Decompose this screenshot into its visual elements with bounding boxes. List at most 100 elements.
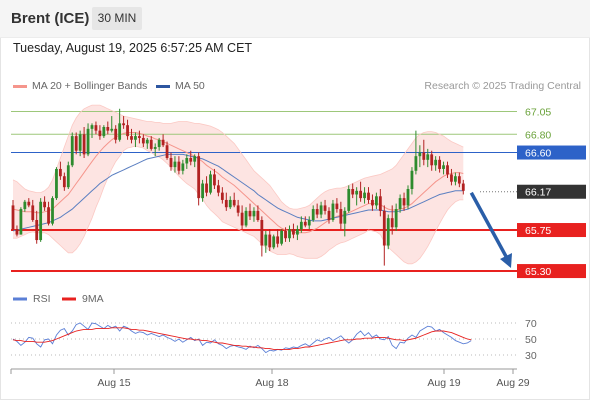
level-label-66.60: 66.60 [525, 148, 551, 160]
candle-body [378, 196, 382, 211]
candle-body [248, 210, 252, 217]
candle-body [165, 145, 169, 158]
candle-body [323, 205, 327, 211]
rsi-tick-label: 30 [525, 350, 537, 362]
rsi-tick-label: 70 [525, 318, 537, 330]
candle-body [382, 210, 386, 246]
candle-body [454, 176, 457, 182]
candle-body [244, 210, 248, 226]
legend-label-ma50: MA 50 [175, 80, 205, 92]
candle-body [98, 130, 102, 137]
candle-body [23, 201, 27, 210]
candle-body [185, 158, 189, 164]
candle-body [461, 183, 465, 191]
candle-body [315, 209, 319, 215]
candle-body [303, 221, 307, 226]
rsi-legend-swatch [13, 297, 27, 301]
candle-body [296, 229, 299, 235]
candle-body [15, 229, 19, 235]
candle-body [343, 210, 347, 224]
candle-body [19, 209, 23, 235]
level-tag-65.75 [517, 223, 586, 238]
credit-text: Research © 2025 Trading Central [424, 80, 581, 92]
candle-body [355, 190, 359, 195]
candle-body [47, 207, 50, 224]
candle-body [292, 229, 295, 235]
candle-body [118, 123, 122, 140]
candle-body [122, 123, 125, 126]
candle-body [90, 125, 94, 129]
x-tick-label: Aug 29 [496, 377, 529, 389]
candle-body [74, 136, 78, 151]
candle-body [66, 165, 70, 188]
candle-body [394, 209, 398, 228]
bollinger-band-area [13, 105, 464, 264]
candle-body [153, 147, 157, 149]
candle-body [209, 174, 212, 193]
x-tick-label: Aug 18 [255, 377, 288, 389]
candle-body [228, 199, 232, 208]
level-label-67.05: 67.05 [525, 107, 551, 119]
candle-body [426, 154, 430, 160]
candle-body [35, 220, 39, 241]
candle-body [130, 136, 133, 140]
rsi-line [12, 322, 472, 354]
candle-body [288, 229, 291, 239]
candle-body [268, 234, 272, 248]
candle-body [232, 199, 236, 206]
candle-body [331, 203, 335, 220]
level-label-65.75: 65.75 [525, 225, 551, 237]
candle-body [311, 209, 315, 220]
candle-body [82, 134, 86, 155]
candle-body [351, 189, 355, 195]
candle-body [161, 139, 165, 146]
candle-body [260, 220, 264, 246]
candle-body [446, 165, 449, 175]
instrument-title: Brent (ICE) [11, 10, 90, 27]
candle-body [110, 128, 114, 131]
candle-body [450, 174, 453, 182]
candle-body [62, 176, 66, 188]
ma20-swatch [13, 84, 27, 88]
candle-body [59, 168, 62, 177]
candle-body [363, 192, 366, 199]
timeframe-button[interactable]: 30 MIN [92, 7, 142, 30]
candle-body [149, 139, 153, 149]
candle-body [134, 136, 137, 140]
candle-body [126, 125, 129, 137]
candle-body [438, 159, 441, 169]
ma50-line [12, 153, 464, 232]
candle-body [264, 234, 268, 246]
timestamp: Tuesday, August 19, 2025 6:57:25 AM CET [13, 41, 253, 55]
candle-body [442, 165, 445, 169]
ma50-swatch [156, 84, 170, 88]
candle-body [106, 127, 110, 131]
legend-label-ma20: MA 20 + Bollinger Bands [32, 80, 148, 92]
candle-body [280, 230, 283, 244]
header-bar: Brent (ICE) 30 MIN [0, 0, 590, 38]
level-tag-65.30 [517, 264, 586, 279]
candle-body [406, 189, 410, 206]
candle-body [27, 201, 31, 206]
candle-body [430, 154, 434, 166]
candle-body [284, 230, 287, 239]
candle-body [276, 236, 280, 244]
candle-body [220, 192, 224, 200]
candle-body [11, 205, 15, 230]
candle-body [169, 158, 173, 168]
candle-body [78, 134, 82, 151]
candle-body [434, 159, 438, 166]
candle-body [213, 174, 216, 186]
candle-body [256, 210, 260, 220]
candle-body [86, 128, 90, 155]
candle-body [375, 196, 378, 206]
candle-body [102, 127, 106, 137]
rsi-ma-line [12, 327, 472, 350]
candle-body [70, 136, 74, 166]
legend-item-ma20: MA 20 + Bollinger Bands [13, 80, 147, 92]
candle-body [402, 198, 406, 206]
candle-body [141, 137, 145, 144]
candle-body [114, 128, 118, 140]
candle-body [177, 161, 181, 171]
candle-body [410, 170, 414, 189]
